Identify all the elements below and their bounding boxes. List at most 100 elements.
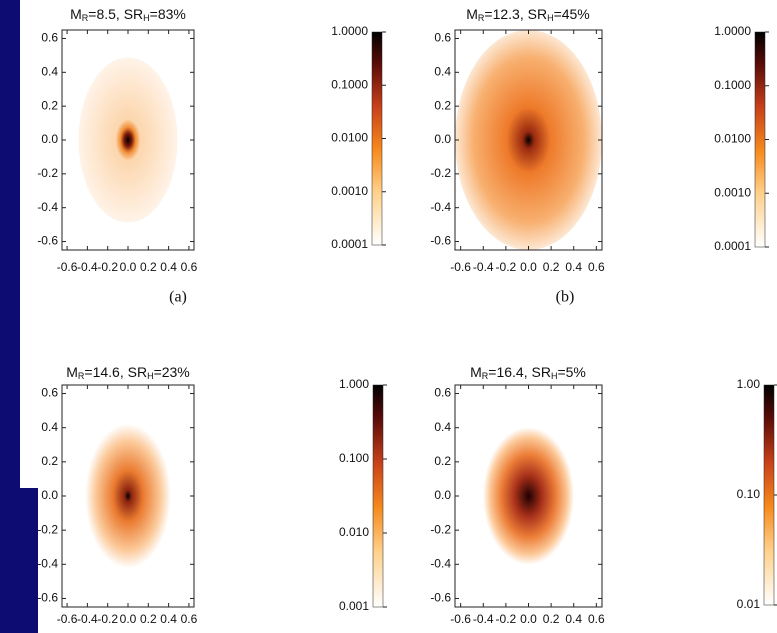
- title-text: =5%: [557, 364, 585, 380]
- x-tick-label: 0.0: [120, 260, 137, 274]
- y-tick-label: -0.6: [37, 591, 58, 605]
- colorbar-tick-label: 1.00: [737, 377, 761, 391]
- x-tick-label: 0.2: [140, 260, 157, 274]
- x-tick-label: 0.2: [140, 612, 157, 626]
- title-subscript: R: [78, 371, 85, 381]
- y-tick-label: 0.0: [41, 132, 58, 146]
- title-subscript: R: [482, 371, 489, 381]
- y-tick-label: 0.2: [434, 454, 451, 468]
- y-tick-label: -0.6: [430, 591, 451, 605]
- colorbar-tick-label: 1.0000: [714, 24, 751, 38]
- y-tick-label: -0.4: [430, 556, 451, 570]
- colorbar-tick-label: 0.0010: [331, 184, 368, 198]
- x-tick-label: 0.4: [565, 612, 582, 626]
- x-tick-label: 0.4: [565, 260, 582, 274]
- x-tick-label: 0.2: [543, 612, 560, 626]
- y-tick-label: 0.4: [434, 64, 451, 78]
- y-tick-label: 0.2: [41, 98, 58, 112]
- y-tick-label: -0.4: [37, 200, 58, 214]
- y-tick-label: -0.2: [37, 166, 58, 180]
- colorbar: [754, 31, 766, 248]
- panel-title: MR=8.5, SRH=83%: [70, 6, 186, 24]
- y-tick-label: 0.4: [41, 64, 58, 78]
- y-tick-label: -0.4: [430, 200, 451, 214]
- y-tick-label: 0.2: [41, 454, 58, 468]
- title-subscript: H: [147, 371, 154, 381]
- y-tick-label: 0.6: [41, 386, 58, 400]
- title-text: =12.3, SR: [484, 6, 547, 22]
- title-text: =23%: [154, 364, 190, 380]
- colorbar-tick-label: 1.000: [339, 377, 369, 391]
- title-text: =8.5, SR: [88, 6, 143, 22]
- colorbar: [763, 384, 775, 606]
- panel: MR=16.4, SRH=5%-0.6 -0.4 -0.2 0.0 0.2 0.4 0.6-…: [430, 364, 777, 626]
- colorbar-tick-label: 0.1000: [714, 78, 751, 92]
- title-subscript: R: [82, 13, 89, 23]
- psf-image: [455, 30, 602, 250]
- x-tick-label: 0.6: [181, 260, 198, 274]
- x-tick-label: 0.0: [520, 612, 537, 626]
- x-tick-label: -0.2: [97, 612, 118, 626]
- colorbar-tick-label: 0.010: [339, 525, 369, 539]
- title-text: =16.4, SR: [488, 364, 551, 380]
- x-tick-label: 0.4: [160, 612, 177, 626]
- y-tick-label: 0.6: [434, 31, 451, 45]
- x-tick-label: -0.4: [77, 260, 98, 274]
- title-text: M: [466, 6, 478, 22]
- colorbar-tick-label: 0.0001: [714, 239, 751, 253]
- x-tick-label: 0.6: [588, 260, 605, 274]
- panel: MR=12.3, SRH=45%-0.6 -0.4 -0.2 0.0 0.2 0.4 0.6…: [430, 6, 769, 306]
- y-tick-label: -0.4: [37, 556, 58, 570]
- y-tick-label: -0.2: [430, 522, 451, 536]
- psf-image: [85, 423, 171, 569]
- x-tick-label: -0.6: [57, 260, 78, 274]
- title-text: M: [70, 6, 82, 22]
- y-tick-label: 0.4: [434, 420, 451, 434]
- x-tick-label: -0.2: [496, 260, 517, 274]
- y-tick-label: 0.0: [434, 132, 451, 146]
- colorbar: [372, 384, 384, 608]
- x-tick-label: -0.6: [450, 260, 471, 274]
- x-tick-label: -0.2: [97, 260, 118, 274]
- x-tick-label: 0.4: [160, 260, 177, 274]
- background-corner: [20, 488, 38, 633]
- panel-title: MR=14.6, SRH=23%: [66, 364, 190, 382]
- title-subscript: R: [478, 13, 485, 23]
- panel: MR=14.6, SRH=23%-0.6 -0.4 -0.2 0.0 0.2 0.4 0.6…: [37, 364, 387, 626]
- colorbar-tick-label: 0.001: [339, 599, 369, 613]
- y-tick-label: -0.6: [37, 234, 58, 248]
- y-tick-label: -0.2: [430, 166, 451, 180]
- y-tick-label: 0.0: [434, 488, 451, 502]
- panel-label: (b): [556, 289, 575, 306]
- x-tick-label: -0.6: [57, 612, 78, 626]
- title-text: M: [66, 364, 78, 380]
- x-tick-label: 0.0: [520, 260, 537, 274]
- y-tick-label: -0.6: [430, 234, 451, 248]
- y-tick-label: 0.2: [434, 98, 451, 112]
- panel-title: MR=12.3, SRH=45%: [466, 6, 590, 24]
- panel-label: (a): [169, 289, 187, 306]
- colorbar-tick-label: 0.1000: [331, 77, 368, 91]
- y-tick-label: 0.6: [434, 386, 451, 400]
- colorbar-tick-label: 0.10: [737, 487, 761, 501]
- title-text: M: [470, 364, 482, 380]
- title-text: =83%: [150, 6, 186, 22]
- colorbar-tick-label: 0.0100: [714, 132, 751, 146]
- x-tick-label: -0.4: [473, 612, 494, 626]
- x-tick-label: -0.2: [496, 612, 517, 626]
- colorbar-tick-label: 0.0001: [331, 237, 368, 251]
- x-tick-label: 0.6: [181, 612, 198, 626]
- title-subscript: H: [143, 13, 150, 23]
- title-subscript: H: [547, 13, 554, 23]
- x-tick-label: 0.0: [120, 612, 137, 626]
- psf-image: [482, 427, 575, 565]
- panel-title: MR=16.4, SRH=5%: [470, 364, 586, 382]
- colorbar: [371, 31, 383, 246]
- colorbar-tick-label: 0.01: [737, 597, 761, 611]
- y-tick-label: -0.2: [37, 522, 58, 536]
- x-tick-label: 0.6: [588, 612, 605, 626]
- x-tick-label: 0.2: [543, 260, 560, 274]
- panel: MR=8.5, SRH=83%-0.6 -0.4 -0.2 0.0 0.2 0.4 0.6-…: [37, 6, 386, 306]
